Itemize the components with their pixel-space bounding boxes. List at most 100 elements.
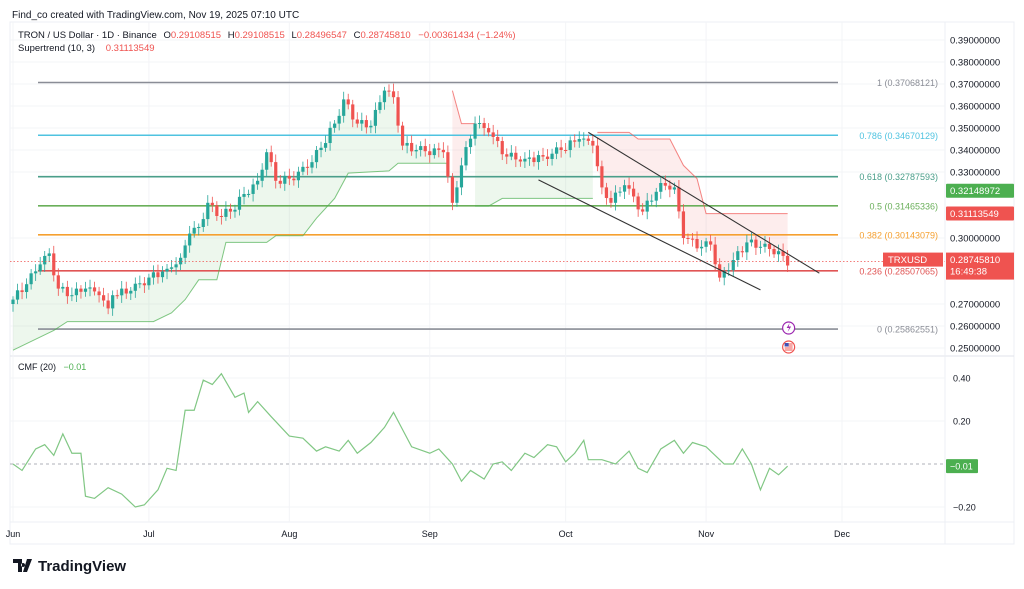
- cmf-line: [12, 372, 789, 508]
- price-badge: [946, 183, 1014, 198]
- candle-up: [722, 271, 726, 278]
- y-tick-label: 0.39000000: [950, 36, 1000, 47]
- candle-down: [269, 152, 273, 163]
- candle-down: [219, 216, 223, 217]
- candle-down: [446, 152, 450, 177]
- last-price-text: 0.28745810: [950, 255, 1000, 266]
- candle-up: [160, 271, 165, 278]
- candle-up: [174, 264, 178, 268]
- candle-down: [514, 152, 518, 160]
- candle-up: [455, 187, 459, 203]
- candle-down: [545, 156, 550, 159]
- cmf-pane: 0.40 0.20 −0.20 −0.01: [10, 372, 978, 513]
- candle-up: [650, 200, 654, 202]
- candle-down: [686, 238, 690, 239]
- supertrend-legend[interactable]: Supertrend (10, 3) 0.31113549: [18, 43, 155, 54]
- candle-down: [781, 251, 785, 256]
- candle-up: [251, 184, 255, 194]
- candle-down: [106, 300, 110, 309]
- candle-down: [681, 211, 686, 238]
- candle-up: [763, 243, 767, 247]
- high-label: H: [228, 30, 235, 41]
- candle-up: [523, 158, 527, 162]
- candle-up: [699, 246, 704, 249]
- candle-up: [382, 90, 387, 103]
- candle-up: [206, 202, 210, 220]
- candle-down: [636, 196, 640, 210]
- candle-up: [24, 284, 29, 293]
- cmf-label: CMF (20): [18, 362, 56, 372]
- candle-up: [265, 152, 269, 170]
- symbol-badge-text: TRXUSD: [888, 255, 927, 266]
- candle-down: [559, 147, 563, 150]
- open-label: O: [163, 30, 170, 41]
- credit-text: Find_co created with TradingView.com, No…: [12, 10, 299, 21]
- candle-up: [242, 194, 246, 197]
- candle-up: [749, 239, 753, 243]
- fibonacci-retracement[interactable]: 1 (0.37068121) 0.786 (0.34670129) 0.618 (0…: [38, 78, 938, 335]
- candle-down: [437, 148, 441, 150]
- candle-up: [758, 246, 763, 248]
- candle-up: [296, 171, 300, 181]
- candle-up: [233, 209, 237, 212]
- candle-down: [496, 136, 500, 142]
- candle-down: [586, 138, 590, 141]
- candle-down: [564, 150, 568, 151]
- candle-up: [373, 109, 377, 126]
- candle-up: [464, 147, 468, 166]
- candle-down: [142, 283, 146, 286]
- x-tick-label: Nov: [698, 529, 715, 539]
- candle-up: [197, 227, 201, 228]
- candle-down: [115, 295, 119, 297]
- price-badge: [946, 206, 1014, 221]
- supertrend-line-up: [475, 197, 593, 207]
- symbol-name: TRON / US Dollar · 1D · Binance: [18, 30, 157, 41]
- fib-level-label: 0.618 (0.32787593): [859, 172, 938, 182]
- candle-up: [577, 139, 581, 142]
- candle-down: [690, 238, 695, 240]
- fib-level-label: 0.786 (0.34670129): [859, 131, 938, 141]
- candle-up: [323, 143, 328, 148]
- candle-down: [632, 188, 636, 197]
- price-badge-text: 0.32148972: [950, 186, 1000, 197]
- x-tick-label: Dec: [834, 529, 851, 539]
- candle-down: [505, 154, 509, 157]
- candle-up: [555, 147, 559, 154]
- candle-up: [83, 288, 88, 292]
- trendline: [588, 131, 820, 274]
- candle-up: [237, 196, 242, 210]
- candle-up: [43, 255, 47, 265]
- candle-up: [38, 264, 42, 272]
- candle-down: [346, 99, 350, 105]
- candle-down: [740, 251, 744, 253]
- open-value: 0.29108515: [171, 30, 221, 41]
- candle-down: [355, 119, 359, 124]
- supertrend-fills: [13, 90, 788, 351]
- candle-up: [419, 146, 423, 150]
- price-badge-text: 0.31113549: [950, 209, 999, 220]
- candle-down: [754, 239, 758, 248]
- candle-up: [342, 99, 346, 116]
- candle-up: [256, 180, 260, 185]
- candle-down: [210, 202, 214, 206]
- candle-up: [61, 286, 65, 289]
- candle-up: [645, 200, 649, 212]
- cmf-tick-label: 0.40: [953, 374, 971, 384]
- candle-down: [423, 146, 427, 152]
- trendlines[interactable]: [538, 131, 820, 291]
- candle-up: [88, 287, 92, 289]
- candle-up: [414, 150, 418, 152]
- tradingview-logo-icon[interactable]: TradingView: [13, 558, 126, 575]
- candle-down: [124, 288, 128, 294]
- cmf-legend[interactable]: CMF (20) −0.01: [18, 362, 86, 372]
- candle-up: [618, 191, 622, 193]
- x-tick-label: Jun: [6, 529, 21, 539]
- header-legend: Find_co created with TradingView.com, No…: [12, 10, 516, 575]
- candle-down: [786, 255, 790, 266]
- candle-up: [224, 208, 228, 217]
- candle-up: [704, 241, 708, 247]
- candle-up: [672, 187, 676, 190]
- candle-down: [487, 128, 491, 133]
- candle-down: [305, 166, 310, 168]
